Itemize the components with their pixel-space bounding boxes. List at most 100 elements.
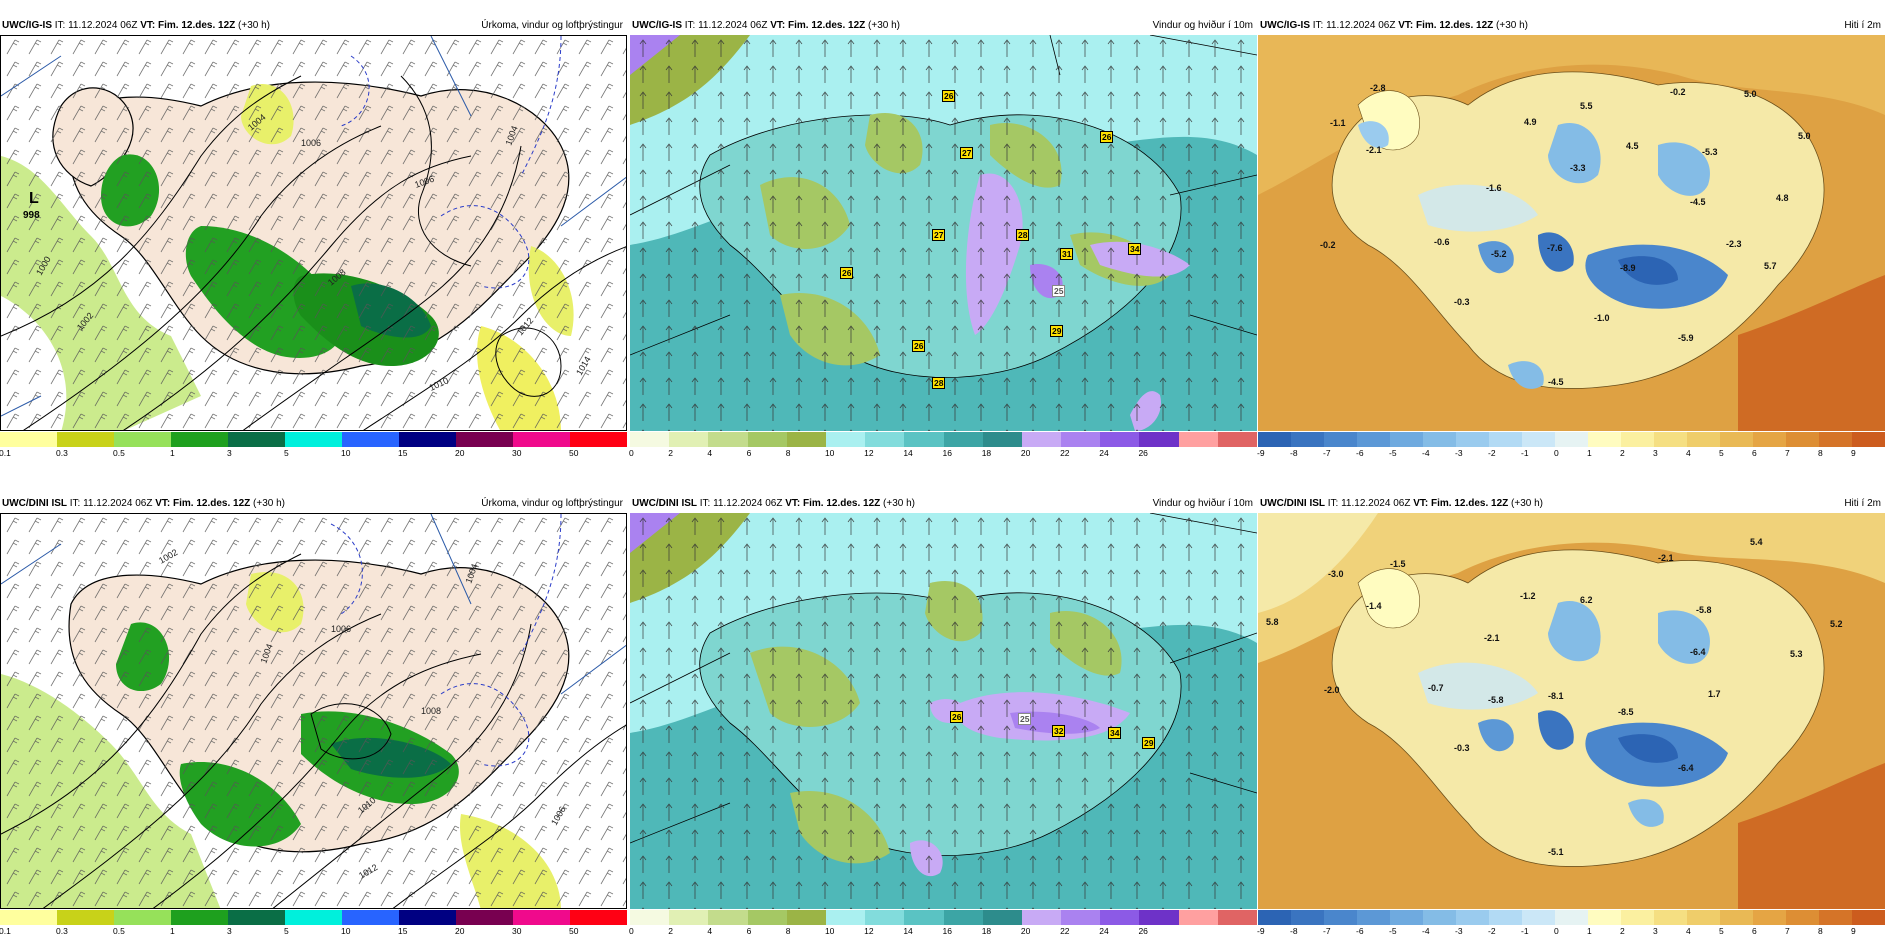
colorbar-tick-label: 10 xyxy=(824,448,835,458)
temp-value: -1.6 xyxy=(1486,183,1502,193)
temp-value: -2.1 xyxy=(1366,145,1382,155)
wind-panel-row2: UWC/DINI ISL IT: 11.12.2024 06Z VT: Fim.… xyxy=(629,478,1257,938)
valid-time: VT: Fim. 12.des. 12Z xyxy=(770,20,866,31)
gust-label: 25 xyxy=(1052,285,1066,297)
colorbar-swatch xyxy=(904,910,944,925)
colorbar-tick-label: 1 xyxy=(170,926,175,936)
colorbar-swatch xyxy=(1390,910,1423,925)
model-name: UWC/IG-IS xyxy=(2,20,52,31)
colorbar-tick-label: 10 xyxy=(824,926,835,936)
colorbar-swatch xyxy=(1258,910,1291,925)
colorbar-tick-label: 0.1 xyxy=(0,448,11,458)
temp-value: -5.8 xyxy=(1488,695,1504,705)
colorbar-swatch xyxy=(1588,432,1621,447)
temp-value: 5.0 xyxy=(1744,89,1757,99)
colorbar-swatch xyxy=(943,432,983,447)
colorbar-swatch xyxy=(1621,910,1654,925)
colorbar-tick-label: -8 xyxy=(1290,926,1298,936)
colorbar-tick-label: 20 xyxy=(455,926,465,936)
temp-value: 5.2 xyxy=(1830,619,1843,629)
colorbar-swatch xyxy=(630,910,670,925)
temp-colorbar xyxy=(1258,910,1885,925)
precip-map: L 998 1000 1002 1004 1006 1008 1010 1012… xyxy=(0,35,627,431)
colorbar-swatch xyxy=(1819,910,1852,925)
colorbar-swatch xyxy=(1819,432,1852,447)
temp-value: -1.2 xyxy=(1520,591,1536,601)
colorbar-swatch xyxy=(399,910,456,925)
gust-label: 29 xyxy=(1142,737,1156,749)
colorbar-swatch xyxy=(228,910,285,925)
temp-map: -3.0 -1.5 -2.1 5.4 -1.4 -1.2 6.2 -5.8 5.… xyxy=(1258,513,1885,909)
colorbar-swatch xyxy=(1687,910,1720,925)
wind-panel-row1: UWC/IG-IS IT: 11.12.2024 06Z VT: Fim. 12… xyxy=(629,0,1257,460)
colorbar-tick-label: 4 xyxy=(707,926,713,936)
lead-time: (+30 h) xyxy=(883,498,916,509)
temp-value: -8.5 xyxy=(1618,707,1634,717)
colorbar-swatch xyxy=(228,432,285,447)
colorbar-tick-label: 7 xyxy=(1785,448,1790,458)
colorbar-tick-label: 7 xyxy=(1785,926,1790,936)
colorbar-swatch xyxy=(1291,910,1324,925)
panel-header: UWC/DINI ISL IT: 11.12.2024 06Z VT: Fim.… xyxy=(1258,496,1885,512)
colorbar-tick-label: 2 xyxy=(1620,926,1625,936)
lead-time: (+30 h) xyxy=(238,20,271,31)
wind-map-graphic xyxy=(630,513,1257,909)
colorbar-tick-label: -1 xyxy=(1521,926,1529,936)
colorbar-tick-label: 15 xyxy=(398,926,408,936)
temp-value: -1.4 xyxy=(1366,601,1382,611)
isobar-label: 1006 xyxy=(301,138,321,148)
panel-title: Vindur og hviður í 10m xyxy=(1152,498,1253,509)
precip-panel-row1: UWC/IG-IS IT: 11.12.2024 06Z VT: Fim. 12… xyxy=(0,0,627,460)
colorbar-tick-label: 8 xyxy=(1818,448,1823,458)
temp-colorbar-ticks: -9 -8 -7 -6 -5 -4 -3 -2 -1 0 1 2 3 4 5 6 7 8 9 xyxy=(1257,448,1885,460)
temp-value: 5.5 xyxy=(1580,101,1593,111)
colorbar-tick-label: 0 xyxy=(1554,926,1559,936)
colorbar-swatch xyxy=(456,432,513,447)
model-name: UWC/DINI ISL xyxy=(632,498,697,509)
colorbar-swatch xyxy=(1258,432,1291,447)
gust-label: 34 xyxy=(1108,727,1122,739)
panel-title: Hiti í 2m xyxy=(1844,20,1881,31)
temp-value: -3.3 xyxy=(1570,163,1586,173)
temp-panel-row2: UWC/DINI ISL IT: 11.12.2024 06Z VT: Fim.… xyxy=(1257,478,1885,938)
colorbar-tick-label: -6 xyxy=(1356,926,1364,936)
colorbar-swatch xyxy=(1357,910,1390,925)
temp-value: -5.8 xyxy=(1696,605,1712,615)
temp-value: -5.9 xyxy=(1678,333,1694,343)
valid-time: VT: Fim. 12.des. 12Z xyxy=(155,498,251,509)
colorbar-tick-label: 20 xyxy=(1020,926,1031,936)
colorbar-tick-label: 9 xyxy=(1851,448,1856,458)
colorbar-swatch xyxy=(1852,910,1885,925)
colorbar-swatch xyxy=(570,910,627,925)
colorbar-swatch xyxy=(1555,910,1588,925)
colorbar-tick-label: -2 xyxy=(1488,448,1496,458)
colorbar-tick-label: -9 xyxy=(1257,926,1265,936)
colorbar-swatch xyxy=(1522,432,1555,447)
temp-value: -0.6 xyxy=(1434,237,1450,247)
temp-value: -2.1 xyxy=(1658,553,1674,563)
panel-header: UWC/IG-IS IT: 11.12.2024 06Z VT: Fim. 12… xyxy=(1258,18,1885,34)
colorbar-swatch xyxy=(1654,432,1687,447)
colorbar-swatch xyxy=(1423,432,1456,447)
gust-label: 27 xyxy=(960,147,974,159)
colorbar-swatch xyxy=(1654,910,1687,925)
colorbar-swatch xyxy=(1357,432,1390,447)
colorbar-swatch xyxy=(1852,432,1885,447)
colorbar-swatch xyxy=(57,910,114,925)
temp-value: 5.7 xyxy=(1764,261,1777,271)
colorbar-swatch xyxy=(669,432,709,447)
colorbar-tick-label: 14 xyxy=(903,448,913,458)
temp-value: 5.8 xyxy=(1266,617,1279,627)
precip-colorbar xyxy=(0,910,627,925)
colorbar-tick-label: 30 xyxy=(512,448,522,458)
init-time: IT: 11.12.2024 06Z xyxy=(684,20,768,31)
panel-header: UWC/DINI ISL IT: 11.12.2024 06Z VT: Fim.… xyxy=(630,496,1257,512)
gust-label: 32 xyxy=(1052,725,1066,737)
colorbar-tick-label: 0.3 xyxy=(56,448,68,458)
temp-value: -0.2 xyxy=(1670,87,1686,97)
colorbar-swatch xyxy=(1687,432,1720,447)
colorbar-swatch xyxy=(1178,432,1218,447)
colorbar-swatch xyxy=(1786,910,1819,925)
lead-time: (+30 h) xyxy=(253,498,286,509)
gust-label: 26 xyxy=(1100,131,1114,143)
